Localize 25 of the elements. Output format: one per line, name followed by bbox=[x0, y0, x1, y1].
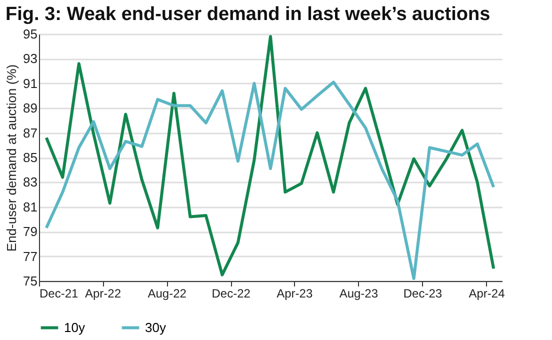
legend-label: 30y bbox=[145, 320, 166, 335]
chart-title: Fig. 3: Weak end-user demand in last week’s auctions bbox=[6, 4, 490, 25]
x-tick-label: Apr-23 bbox=[276, 286, 313, 300]
y-tick-label: 83 bbox=[23, 174, 38, 190]
y-tick-label: 87 bbox=[23, 125, 38, 140]
y-axis-title: End-user demand at auction (%) bbox=[4, 64, 20, 252]
x-tick-label: Apr-24 bbox=[468, 286, 506, 300]
y-tick-label: 77 bbox=[23, 248, 38, 264]
y-tick-label: 75 bbox=[23, 274, 38, 288]
y-tick-label: 89 bbox=[23, 100, 38, 116]
x-tick-label: Aug-22 bbox=[148, 286, 187, 300]
line-series bbox=[44, 34, 496, 276]
x-tick-label: Dec-22 bbox=[212, 286, 251, 300]
y-tick-label: 95 bbox=[23, 26, 38, 42]
x-tick-label: Dec-21 bbox=[40, 286, 79, 300]
y-tick-label: 79 bbox=[23, 224, 38, 240]
legend-label: 10y bbox=[64, 320, 86, 335]
line-series bbox=[44, 80, 496, 280]
y-tick-label: 85 bbox=[23, 150, 38, 165]
x-tick-label: Dec-23 bbox=[403, 286, 442, 300]
x-tick-label: Apr-22 bbox=[85, 286, 122, 300]
y-tick-label: 81 bbox=[23, 199, 38, 214]
y-tick-label: 91 bbox=[23, 76, 38, 91]
x-tick-label: Aug-23 bbox=[339, 286, 378, 300]
y-tick-label: 93 bbox=[23, 51, 38, 66]
